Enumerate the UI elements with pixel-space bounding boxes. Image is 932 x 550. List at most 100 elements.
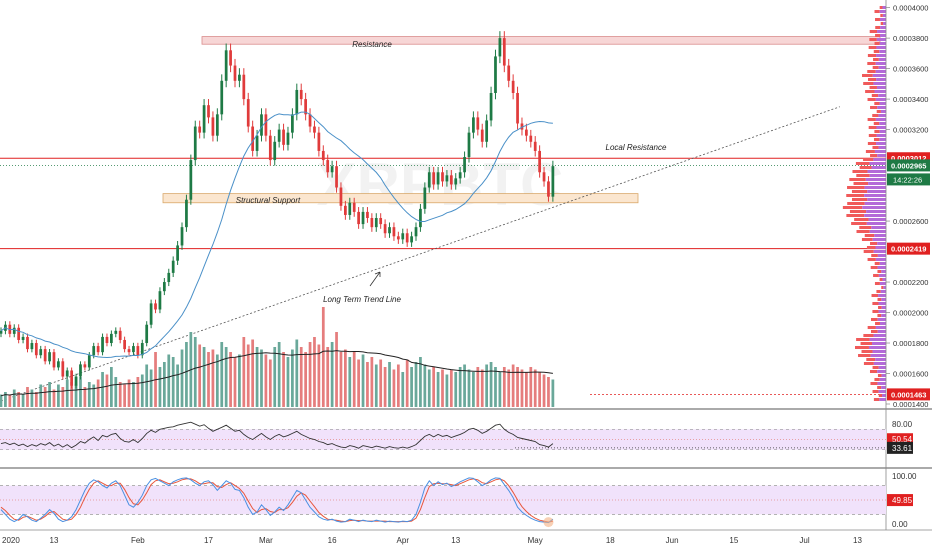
volume-bar [198,344,202,407]
candle-body [193,126,197,161]
volume-profile-bar-purple [883,286,886,289]
volume-bar [70,382,74,407]
candle-body [405,233,409,243]
volume-profile-bar-red [877,270,882,273]
candle-body [299,89,303,100]
candle-body [414,227,418,237]
candle-body [498,38,502,57]
volume-bar [39,384,43,407]
volume-bar [255,347,259,407]
volume-profile-bar-purple [868,346,886,349]
time-tick-label: 13 [451,536,460,545]
volume-profile-bar-red [873,398,880,401]
volume-bar [21,394,25,407]
candle-body [52,352,56,368]
volume-profile-bar-red [849,210,867,213]
volume-bar [352,352,356,407]
candle-body [445,175,449,182]
candle-body [167,272,171,283]
structural-support-zone [162,193,639,204]
candle-body [533,141,537,151]
candle-body [485,120,489,142]
trend-line-annotation[interactable]: Long Term Trend Line [323,295,401,304]
volume-bar [339,352,343,407]
volume-bar [79,377,82,407]
volume-profile-bar-red [859,226,872,229]
candle-body [189,160,193,200]
volume-profile-bar-purple [881,386,886,389]
candle-body [92,346,96,356]
volume-profile-bar-red [881,286,884,289]
volume-profile-bar-purple [880,290,886,293]
price-tick-label: 0.0001800 [893,339,928,348]
volume-profile-bar-purple [879,398,886,401]
volume-profile-bar-red [878,394,883,397]
volume-bar [388,362,391,407]
volume-profile-bar-red [872,310,879,313]
candle-body [74,376,78,386]
volume-profile-bar-red [877,298,882,301]
candle-body [502,38,506,66]
candles[interactable] [0,31,555,389]
price-tick-label: 0.0001600 [893,370,928,379]
price-tick-label: 0.0004000 [893,4,928,13]
candle-body [392,227,396,237]
volume-bar [304,352,308,407]
candle-body [264,114,268,136]
volume-profile-bar-red [859,166,872,169]
local-resistance-annotation[interactable]: Local Resistance [606,143,667,152]
volume-profile-bar-red [874,378,880,381]
candle-body [83,364,87,368]
price-tick-label: 0.0003400 [893,95,928,104]
volume-profile-bar-red [869,38,877,41]
volume-profile-bar-purple [878,302,886,305]
structural-support-annotation[interactable]: Structural Support [236,196,301,205]
stoch-pane[interactable]: 100.00 0.00 49.85 [0,472,917,529]
volume-bar [8,394,12,407]
volume-bar [211,349,215,407]
volume-bar [348,357,352,407]
volume-profile-bar-purple [881,306,886,309]
volume-profile-bar-red [867,54,877,57]
volume-profile-bar-purple [873,334,886,337]
candle-body [12,327,16,334]
volume-profile-bar-purple [879,378,886,381]
volume-profile-bar-purple [879,102,886,105]
candle-body [162,282,166,292]
volume-profile-bar-purple [881,270,886,273]
candle-body [246,99,250,127]
candle-body [132,346,135,353]
volume-profile-bar-red [846,194,865,197]
volume-bar [277,342,281,407]
candle-body [171,260,175,273]
volume-bar [525,372,528,407]
candle-body [34,343,38,356]
volume-bar [162,362,166,407]
volume-profile-bar-purple [869,338,886,341]
volume-bar [132,382,135,407]
volume-profile-bar-red [874,10,880,13]
volume-profile-bar-red [867,118,876,121]
volume-profile-bar-purple [871,166,886,169]
volume-profile-bar-purple [869,230,886,233]
candle-body [211,117,215,136]
candle-body [277,129,281,142]
volume-profile-bar-red [849,178,866,181]
candle-body [458,172,462,179]
resistance-annotation[interactable]: Resistance [352,40,392,49]
candle-body [224,50,228,81]
volume-profile-bar-red [867,142,877,145]
candle-body [321,150,325,161]
time-axis[interactable]: 2020 13 Feb 17 Mar 16 Apr 13 May 18 Jun 15 Jul 13 [0,529,932,545]
candle-body [436,172,440,185]
volume-profile-bar-red [856,338,870,341]
volume-profile-bar-red [847,202,865,205]
price-axis[interactable]: 0.0004000 0.0003800 0.0003600 0.0003400 0.00… [886,4,928,409]
candle-body [96,346,100,353]
volume-profile-bar-purple [876,38,886,41]
symbol-watermark: XRPBTC [317,151,564,218]
volume-profile-bar-red [853,182,869,185]
volume-profile-bar-red [870,382,878,385]
